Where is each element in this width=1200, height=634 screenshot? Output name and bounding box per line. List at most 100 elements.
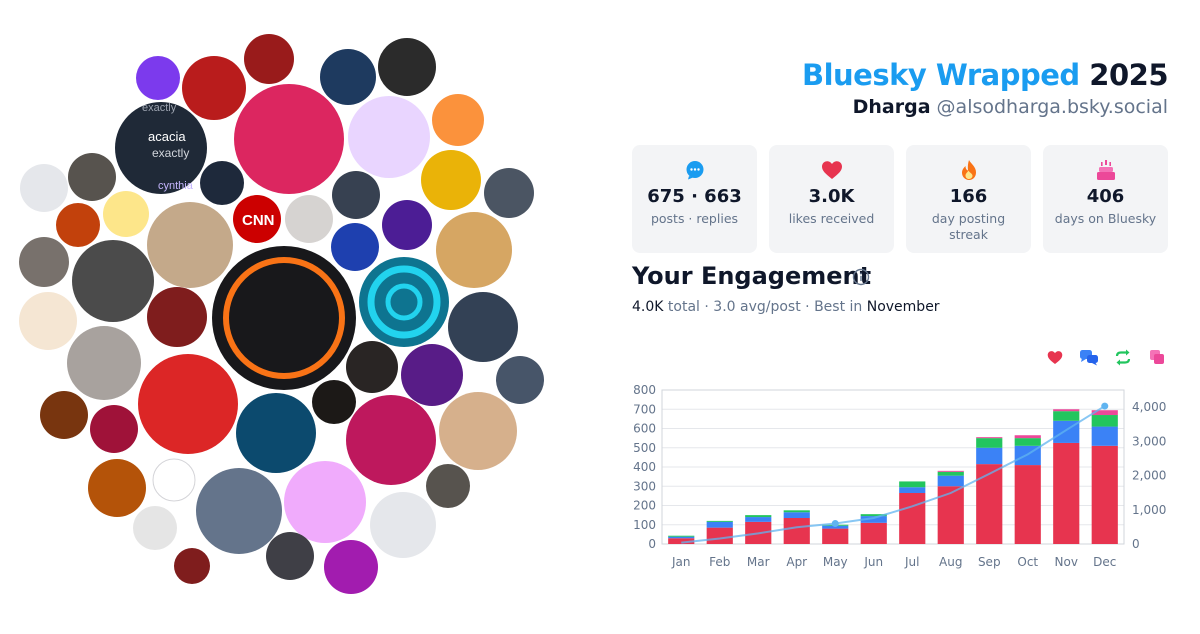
legend-likes[interactable] (1044, 347, 1066, 367)
bar-segment (745, 515, 772, 518)
bar-segment (1053, 442, 1080, 544)
bar-segment (668, 536, 695, 539)
info-icon[interactable] (852, 268, 870, 286)
cake-icon (1096, 160, 1115, 180)
bar-segment (899, 492, 926, 544)
y-tick-label: 300 (633, 479, 656, 493)
y-tick-label: 700 (633, 402, 656, 416)
bar-segment (899, 487, 926, 493)
wrapped-panel: Bluesky Wrapped 2025 Dharga @alsodharga.b… (632, 0, 1168, 630)
stat-card-days: 406 days on Bluesky (1043, 145, 1168, 253)
avatar (244, 34, 294, 84)
y2-tick-label: 2,000 (1132, 469, 1166, 483)
bar-segment (937, 471, 964, 476)
bar-segment (745, 517, 772, 522)
avatar (233, 195, 281, 243)
stat-label: day posting streak (931, 211, 1006, 242)
heart-icon (1047, 350, 1063, 364)
avatar (40, 391, 88, 439)
engagement-heading: Your Engagement (632, 262, 872, 290)
stats-row: 675 · 663 posts · replies 3.0K likes rec… (632, 145, 1168, 253)
avatar (348, 96, 430, 178)
x-tick-label: Dec (1093, 555, 1116, 569)
avatar (496, 356, 544, 404)
avatar (448, 292, 518, 362)
legend-reposts[interactable] (1112, 347, 1134, 367)
avatar (401, 344, 463, 406)
y-tick-label: 400 (633, 460, 656, 474)
bar-segment (1014, 465, 1041, 544)
avatar (331, 223, 379, 271)
avatar (90, 405, 138, 453)
avatar-cloud: acacia exactly exactly cynthia CNN (0, 0, 600, 630)
y2-tick-label: 0 (1132, 537, 1140, 551)
avatar-news-logo: CNN (242, 212, 275, 229)
avatar (138, 354, 238, 454)
avatar (266, 532, 314, 580)
bar-segment (1091, 410, 1118, 416)
user-line: Dharga @alsodharga.bsky.social (853, 96, 1168, 118)
quote-icon (1150, 350, 1164, 364)
stat-label: posts · replies (650, 211, 739, 226)
reply-bubbles-icon (1080, 349, 1098, 365)
bar-segment (706, 520, 733, 522)
bar-segment (976, 438, 1003, 448)
x-tick-label: Oct (1017, 555, 1038, 569)
avatar-ring (385, 283, 423, 321)
stat-value: 3.0K (808, 186, 855, 207)
avatar (174, 548, 210, 584)
bar-segment (668, 538, 695, 544)
avatar (182, 56, 246, 120)
avatar (378, 38, 436, 96)
bar-segment (860, 514, 887, 517)
speech-bubble-icon (686, 161, 703, 180)
avatar-ring (367, 265, 441, 339)
avatar-name-c: cynthia (158, 180, 194, 192)
bar-segment (937, 475, 964, 487)
y2-tick-label: 4,000 (1132, 400, 1166, 414)
avatar (285, 195, 333, 243)
stat-label: likes received (788, 211, 875, 226)
avatar (212, 246, 356, 390)
bar-segment (1091, 415, 1118, 427)
bar-segment (937, 470, 964, 472)
bar-segment (1014, 438, 1041, 446)
x-tick-label: Mar (747, 555, 770, 569)
cumulative-point (1101, 402, 1109, 410)
avatar (19, 292, 77, 350)
avatar (19, 237, 69, 287)
avatar (147, 287, 207, 347)
stat-value: 166 (949, 186, 988, 207)
engagement-total: 4.0K (632, 299, 664, 315)
avatar (382, 200, 432, 250)
bar-segment (706, 521, 733, 528)
bar-segment (783, 512, 810, 519)
bar-segment (860, 522, 887, 544)
y-tick-label: 500 (633, 441, 656, 455)
heart-icon (821, 161, 842, 179)
avatar (346, 395, 436, 485)
y-tick-label: 200 (633, 499, 656, 513)
legend-replies[interactable] (1078, 347, 1100, 367)
stat-value: 675 · 663 (647, 186, 742, 207)
avatar (432, 94, 484, 146)
engagement-summary: 4.0K total · 3.0 avg/post · Best in Nove… (632, 299, 940, 315)
x-tick-label: Jul (904, 555, 919, 569)
legend-quotes[interactable] (1146, 347, 1168, 367)
avatar (332, 171, 380, 219)
x-tick-label: Sep (978, 555, 1001, 569)
stat-card-posts: 675 · 663 posts · replies (632, 145, 757, 253)
brand-title: Bluesky Wrapped (801, 58, 1080, 92)
avatar (284, 461, 366, 543)
bar-segment (937, 486, 964, 544)
stat-label: days on Bluesky (1054, 211, 1157, 226)
bar-segment (822, 528, 849, 544)
avatar (20, 164, 68, 212)
engagement-best-label: Best in (814, 299, 863, 315)
cumulative-line (681, 405, 1106, 544)
y-tick-label: 600 (633, 422, 656, 436)
avatar (147, 202, 233, 288)
avatar (324, 540, 378, 594)
bar-segment (1053, 409, 1080, 412)
display-name: Dharga (852, 96, 931, 118)
